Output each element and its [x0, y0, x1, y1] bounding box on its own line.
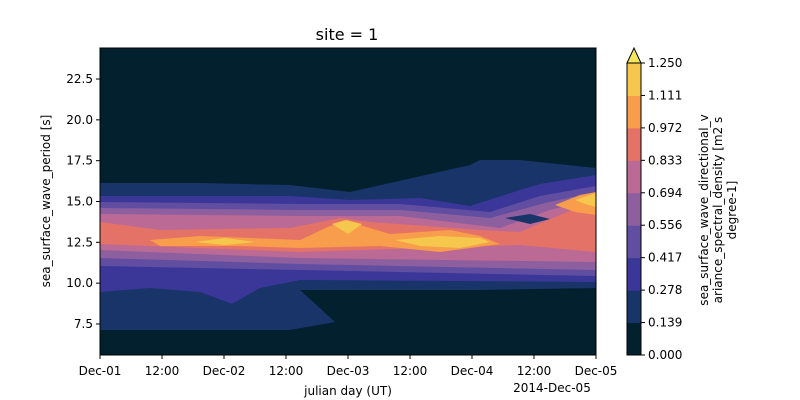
colorbar-tick-label: 0.833 — [648, 153, 682, 167]
colorbar-segment — [627, 225, 641, 259]
colorbar-tick-label: 1.111 — [648, 88, 682, 102]
y-tick-label: 15.0 — [66, 195, 93, 209]
x-tick-label: 12:00 — [269, 364, 304, 378]
colorbar-segment — [627, 192, 641, 226]
y-tick-label: 22.5 — [66, 72, 93, 86]
colorbar-label-line: degree-1] — [725, 181, 739, 240]
chart-title: site = 1 — [316, 25, 379, 44]
colorbar-segment — [627, 290, 641, 324]
x-axis-offset-label: 2014-Dec-05 — [513, 381, 591, 395]
contour-band-0972 — [150, 222, 500, 252]
x-axis-label: julian day (UT) — [303, 384, 392, 398]
x-tick-label: Dec-02 — [203, 364, 246, 378]
colorbar: 0.000 0.139 0.278 0.417 0.556 0.694 0.833 0.972… — [626, 46, 682, 362]
y-tick-label: 10.0 — [66, 276, 93, 290]
colorbar-tick-label: 0.556 — [648, 218, 682, 232]
y-tick-label: 12.5 — [66, 235, 93, 249]
contour-band-1111-east — [575, 193, 596, 207]
x-tick-label: Dec-04 — [451, 364, 494, 378]
colorbar-segment — [627, 95, 641, 129]
contour-band-1111-notch — [332, 220, 362, 234]
x-tick-label: Dec-03 — [327, 364, 370, 378]
colorbar-label-line: ariance_spectral_density [m2 s — [711, 117, 725, 304]
colorbar-tick-label: 0.278 — [648, 283, 682, 297]
y-tick-label: 20.0 — [66, 113, 93, 127]
colorbar-tick-label: 0.139 — [648, 316, 682, 330]
contour-band-1111 — [195, 238, 255, 245]
colorbar-label: sea_surface_wave_directional_v ariance_sp… — [697, 114, 739, 305]
colorbar-segment — [627, 127, 641, 161]
colorbar-tick-label: 1.250 — [648, 56, 682, 70]
x-tick-label: 12:00 — [145, 364, 180, 378]
colorbar-frame — [626, 63, 642, 356]
colorbar-tick-label: 0.000 — [648, 348, 682, 362]
x-axis: Dec-01 12:00 Dec-02 12:00 Dec-03 12:00 Dec-04 1… — [79, 355, 618, 378]
contour-band-low-patch — [100, 288, 235, 318]
y-tick-label: 17.5 — [66, 154, 93, 168]
contour-band-east-notch — [505, 214, 550, 224]
colorbar-tick-label: 0.972 — [648, 121, 682, 135]
colorbar-extend-arrow — [626, 46, 642, 64]
colorbar-segment — [627, 63, 641, 96]
y-axis-label: sea_surface_wave_period [s] — [39, 115, 53, 288]
plot-area — [100, 48, 596, 355]
colorbar-segment — [627, 322, 641, 356]
x-tick-label: Dec-01 — [79, 364, 122, 378]
colorbar-tick-label: 0.417 — [648, 251, 682, 265]
y-tick-label: 7.5 — [74, 317, 93, 331]
colorbar-tick-label: 0.694 — [648, 186, 682, 200]
colorbar-segment — [627, 160, 641, 194]
contour-band-1111-mid — [395, 236, 490, 248]
y-axis: 7.5 10.0 12.5 15.0 17.5 20.0 22.5 — [66, 72, 100, 331]
colorbar-label-line: sea_surface_wave_directional_v — [697, 114, 711, 305]
colorbar-segment — [627, 257, 641, 291]
x-tick-label: 12:00 — [517, 364, 552, 378]
x-tick-label: Dec-05 — [575, 364, 618, 378]
x-tick-label: 12:00 — [393, 364, 428, 378]
